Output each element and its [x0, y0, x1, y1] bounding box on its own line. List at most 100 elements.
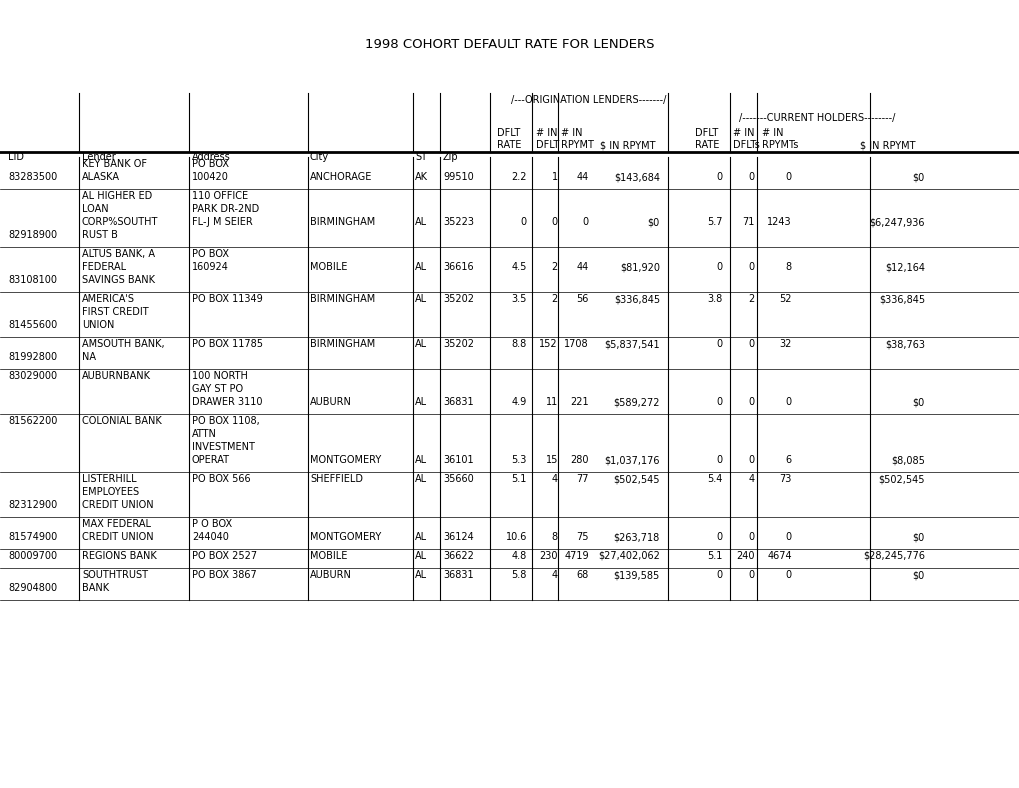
- Text: GAY ST PO: GAY ST PO: [192, 384, 243, 394]
- Text: # IN: # IN: [560, 128, 582, 138]
- Text: $139,585: $139,585: [613, 570, 659, 580]
- Text: 3.5: 3.5: [512, 294, 527, 304]
- Text: 73: 73: [779, 474, 791, 484]
- Text: 8: 8: [785, 262, 791, 272]
- Text: 0: 0: [716, 397, 722, 407]
- Text: $27,402,062: $27,402,062: [597, 551, 659, 561]
- Text: $0: $0: [647, 217, 659, 227]
- Text: 5.1: 5.1: [707, 551, 722, 561]
- Text: DFLT: DFLT: [694, 128, 717, 138]
- Text: $0: $0: [912, 532, 924, 542]
- Text: $1,037,176: $1,037,176: [604, 455, 659, 465]
- Text: MOBILE: MOBILE: [310, 262, 347, 272]
- Text: $5,837,541: $5,837,541: [604, 339, 659, 349]
- Text: 36831: 36831: [442, 570, 473, 580]
- Text: 280: 280: [570, 455, 588, 465]
- Text: AUBURNBANK: AUBURNBANK: [82, 371, 151, 381]
- Text: 56: 56: [576, 294, 588, 304]
- Text: 82312900: 82312900: [8, 500, 57, 510]
- Text: # IN: # IN: [761, 128, 783, 138]
- Text: $0: $0: [912, 397, 924, 407]
- Text: CORP%SOUTHT: CORP%SOUTHT: [82, 217, 158, 227]
- Text: AL HIGHER ED: AL HIGHER ED: [82, 191, 152, 201]
- Text: KEY BANK OF: KEY BANK OF: [82, 159, 147, 169]
- Text: 8.8: 8.8: [512, 339, 527, 349]
- Text: NA: NA: [82, 352, 96, 362]
- Text: Zip: Zip: [442, 152, 459, 162]
- Text: 81574900: 81574900: [8, 532, 57, 542]
- Text: BIRMINGHAM: BIRMINGHAM: [310, 217, 375, 227]
- Text: 68: 68: [576, 570, 588, 580]
- Text: 81562200: 81562200: [8, 416, 57, 426]
- Text: 36616: 36616: [442, 262, 473, 272]
- Text: ALTUS BANK, A: ALTUS BANK, A: [82, 249, 155, 259]
- Text: PO BOX 11349: PO BOX 11349: [192, 294, 263, 304]
- Text: SAVINGS BANK: SAVINGS BANK: [82, 275, 155, 285]
- Text: RATE: RATE: [496, 140, 521, 150]
- Text: 83029000: 83029000: [8, 371, 57, 381]
- Text: EMPLOYEES: EMPLOYEES: [82, 487, 139, 497]
- Text: FEDERAL: FEDERAL: [82, 262, 126, 272]
- Text: AL: AL: [415, 532, 427, 542]
- Text: 1708: 1708: [564, 339, 588, 349]
- Text: 36101: 36101: [442, 455, 473, 465]
- Text: MONTGOMERY: MONTGOMERY: [310, 455, 381, 465]
- Text: RATE: RATE: [694, 140, 718, 150]
- Text: 0: 0: [716, 262, 722, 272]
- Text: 35202: 35202: [442, 339, 474, 349]
- Text: PO BOX: PO BOX: [192, 159, 229, 169]
- Text: 4: 4: [551, 474, 557, 484]
- Text: 5.4: 5.4: [707, 474, 722, 484]
- Text: 82918900: 82918900: [8, 230, 57, 240]
- Text: $38,763: $38,763: [884, 339, 924, 349]
- Text: Address: Address: [192, 152, 230, 162]
- Text: 81992800: 81992800: [8, 352, 57, 362]
- Text: 0: 0: [748, 262, 754, 272]
- Text: AL: AL: [415, 455, 427, 465]
- Text: $502,545: $502,545: [877, 474, 924, 484]
- Text: 0: 0: [582, 217, 588, 227]
- Text: AMERICA'S: AMERICA'S: [82, 294, 135, 304]
- Text: 83108100: 83108100: [8, 275, 57, 285]
- Text: Lender: Lender: [82, 152, 115, 162]
- Text: AL: AL: [415, 474, 427, 484]
- Text: 0: 0: [748, 455, 754, 465]
- Text: LISTERHILL: LISTERHILL: [82, 474, 137, 484]
- Text: 4674: 4674: [766, 551, 791, 561]
- Text: 0: 0: [716, 570, 722, 580]
- Text: $336,845: $336,845: [878, 294, 924, 304]
- Text: AUBURN: AUBURN: [310, 570, 352, 580]
- Text: 0: 0: [748, 397, 754, 407]
- Text: 5.3: 5.3: [512, 455, 527, 465]
- Text: # IN: # IN: [733, 128, 754, 138]
- Text: ALASKA: ALASKA: [82, 172, 120, 182]
- Text: 0: 0: [785, 532, 791, 542]
- Text: 1: 1: [551, 172, 557, 182]
- Text: 160924: 160924: [192, 262, 228, 272]
- Text: RUST B: RUST B: [82, 230, 118, 240]
- Text: 240: 240: [736, 551, 754, 561]
- Text: 244040: 244040: [192, 532, 228, 542]
- Text: 71: 71: [742, 217, 754, 227]
- Text: 1998 COHORT DEFAULT RATE FOR LENDERS: 1998 COHORT DEFAULT RATE FOR LENDERS: [365, 38, 654, 51]
- Text: $502,545: $502,545: [612, 474, 659, 484]
- Text: $ IN RPYMT: $ IN RPYMT: [859, 140, 915, 150]
- Text: PARK DR-2ND: PARK DR-2ND: [192, 204, 259, 214]
- Text: 36124: 36124: [442, 532, 473, 542]
- Text: PO BOX: PO BOX: [192, 249, 229, 259]
- Text: 10.6: 10.6: [505, 532, 527, 542]
- Text: 35202: 35202: [442, 294, 474, 304]
- Text: 44: 44: [576, 172, 588, 182]
- Text: BIRMINGHAM: BIRMINGHAM: [310, 339, 375, 349]
- Text: 0: 0: [716, 532, 722, 542]
- Text: 100 NORTH: 100 NORTH: [192, 371, 248, 381]
- Text: 221: 221: [570, 397, 588, 407]
- Text: DFLT: DFLT: [496, 128, 520, 138]
- Text: $0: $0: [912, 570, 924, 580]
- Text: INVESTMENT: INVESTMENT: [192, 442, 255, 452]
- Text: PO BOX 11785: PO BOX 11785: [192, 339, 263, 349]
- Text: REGIONS BANK: REGIONS BANK: [82, 551, 157, 561]
- Text: 83283500: 83283500: [8, 172, 57, 182]
- Text: 77: 77: [576, 474, 588, 484]
- Text: 100420: 100420: [192, 172, 228, 182]
